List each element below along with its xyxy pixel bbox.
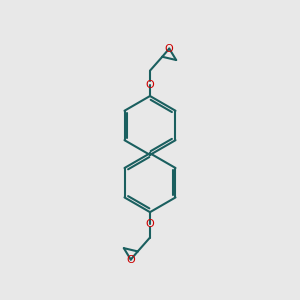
Text: O: O (126, 255, 135, 265)
Text: O: O (165, 44, 174, 54)
Text: O: O (146, 80, 154, 90)
Text: O: O (146, 219, 154, 229)
